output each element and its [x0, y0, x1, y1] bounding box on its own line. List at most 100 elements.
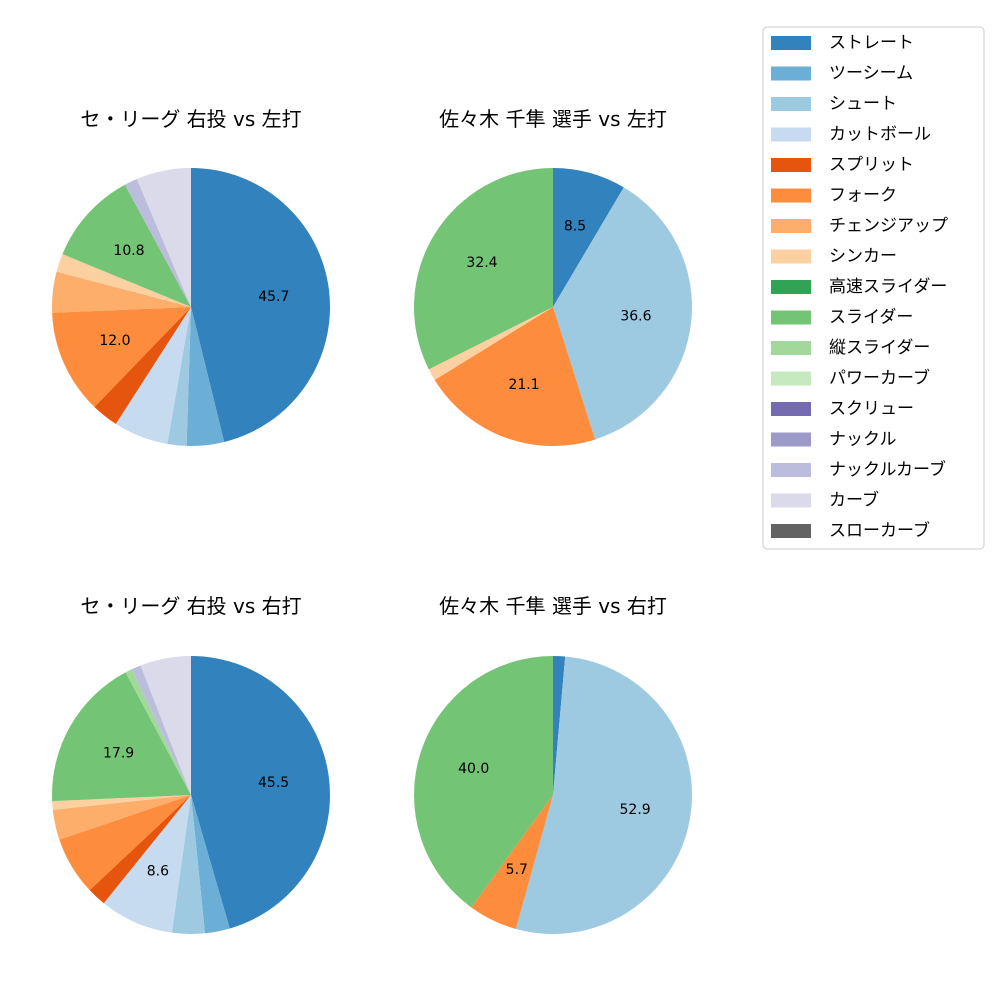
pie-chart-4: 佐々木 千隼 選手 vs 右打 52.9 5.7 40.0 [414, 594, 693, 935]
legend-label: ナックルカーブ [829, 459, 946, 480]
pie-slice [471, 795, 553, 929]
pie-slice [51, 672, 191, 802]
pie-slice [124, 178, 191, 307]
pie-slice [414, 656, 553, 908]
slice-value-label: 45.5 [258, 775, 289, 791]
slice-value-label: 21.1 [508, 377, 539, 393]
pie-slice [94, 307, 191, 424]
legend-swatch [771, 310, 811, 325]
pie-slice [136, 168, 191, 307]
legend-item: スクリュー [771, 399, 914, 419]
pie-slice [140, 656, 191, 795]
pie-slice [52, 271, 192, 313]
legend-item: ナックルカーブ [771, 459, 946, 480]
pie-slice [434, 307, 596, 446]
pie-chart-1: セ・リーグ 右投 vs 左打 45.7 12.0 10.8 [52, 107, 331, 447]
legend-item: カーブ [771, 490, 879, 511]
slice-value-label: 5.7 [506, 862, 528, 878]
legend-label: スクリュー [829, 399, 914, 419]
legend-swatch [771, 524, 811, 538]
legend-swatch [771, 280, 811, 294]
legend-swatch [771, 188, 811, 203]
slice-value-label: 32.4 [466, 255, 497, 271]
legend-label: チェンジアップ [829, 216, 948, 236]
legend-swatch [771, 371, 811, 386]
pie-chart-3: セ・リーグ 右投 vs 右打 45.5 8.6 17.9 [51, 594, 330, 934]
legend-item: スライダー [771, 308, 913, 328]
pie-slice [553, 168, 624, 307]
pie-slices-3: 45.5 8.6 17.9 [51, 656, 330, 934]
slice-value-label: 10.8 [113, 243, 144, 259]
pie-slice [125, 669, 191, 795]
legend-item: 高速スライダー [771, 277, 947, 297]
slice-value-label: 40.0 [458, 761, 489, 777]
pie-slice [553, 656, 566, 795]
slice-value-label: 36.6 [620, 308, 651, 324]
slice-value-label: 12.0 [99, 333, 130, 349]
legend-swatch [771, 158, 811, 172]
pie-slice [414, 168, 553, 370]
legend-label: シュート [829, 94, 897, 114]
slice-value-label: 8.6 [147, 864, 169, 880]
legend-items: ストレートツーシームシュートカットボールスプリットフォークチェンジアップシンカー… [771, 33, 948, 541]
legend: ストレートツーシームシュートカットボールスプリットフォークチェンジアップシンカー… [762, 26, 985, 550]
legend-swatch [771, 402, 811, 416]
legend-swatch [771, 36, 811, 50]
pie-slice [171, 795, 205, 934]
legend-label: ツーシーム [829, 64, 913, 84]
legend-label: シンカー [829, 247, 897, 267]
legend-label: 高速スライダー [829, 277, 947, 297]
chart-title-1: セ・リーグ 右投 vs 左打 [80, 107, 301, 131]
legend-item: フォーク [771, 186, 897, 206]
pie-slice [553, 187, 692, 440]
pie-slices-4: 52.9 5.7 40.0 [414, 656, 693, 935]
legend-item: ナックル [771, 430, 897, 450]
legend-label: スプリット [829, 155, 914, 175]
pie-slice [186, 307, 225, 447]
legend-item: シンカー [771, 247, 897, 267]
legend-item: カットボール [771, 125, 931, 145]
pie-slice [191, 168, 331, 442]
pie-slice [191, 656, 330, 929]
pie-slice [62, 184, 192, 307]
slice-value-label: 8.5 [564, 219, 586, 235]
legend-swatch [771, 432, 811, 447]
pie-slice [428, 307, 553, 380]
pie-slice [56, 254, 191, 307]
legend-label: 縦スライダー [829, 338, 930, 358]
legend-label: カーブ [829, 490, 879, 511]
legend-swatch [771, 463, 811, 477]
legend-label: パワーカーブ [829, 368, 930, 389]
legend-item: パワーカーブ [771, 368, 930, 389]
legend-label: ナックル [829, 430, 897, 450]
legend-label: スライダー [829, 308, 913, 328]
slice-value-label: 52.9 [620, 802, 651, 818]
legend-swatch [771, 66, 811, 81]
legend-swatch [771, 127, 811, 142]
pie-slice [52, 795, 191, 840]
legend-frame [762, 26, 985, 550]
chart-title-2: 佐々木 千隼 選手 vs 左打 [439, 107, 667, 131]
pie-slice [52, 307, 192, 407]
chart-title-3: セ・リーグ 右投 vs 右打 [80, 594, 301, 618]
pie-chart-2: 佐々木 千隼 選手 vs 左打 8.5 36.6 21.1 32.4 [414, 107, 692, 446]
pie-slice [191, 795, 230, 934]
pie-slice [115, 307, 191, 444]
legend-item: シュート [771, 94, 897, 114]
legend-label: ストレート [829, 33, 914, 53]
pie-slices-1: 45.7 12.0 10.8 [52, 168, 331, 447]
legend-swatch [771, 341, 811, 355]
pie-slice [103, 795, 191, 933]
legend-label: スローカーブ [829, 520, 930, 541]
legend-swatch [771, 97, 811, 111]
slice-value-label: 45.7 [258, 289, 289, 305]
legend-item: ストレート [771, 33, 914, 53]
slice-value-label: 17.9 [103, 746, 134, 762]
legend-item: スプリット [771, 155, 914, 175]
pie-slice [131, 665, 191, 795]
legend-label: フォーク [829, 186, 897, 206]
pie-slice [167, 307, 191, 446]
pie-slice [515, 656, 693, 935]
legend-swatch [771, 219, 811, 233]
